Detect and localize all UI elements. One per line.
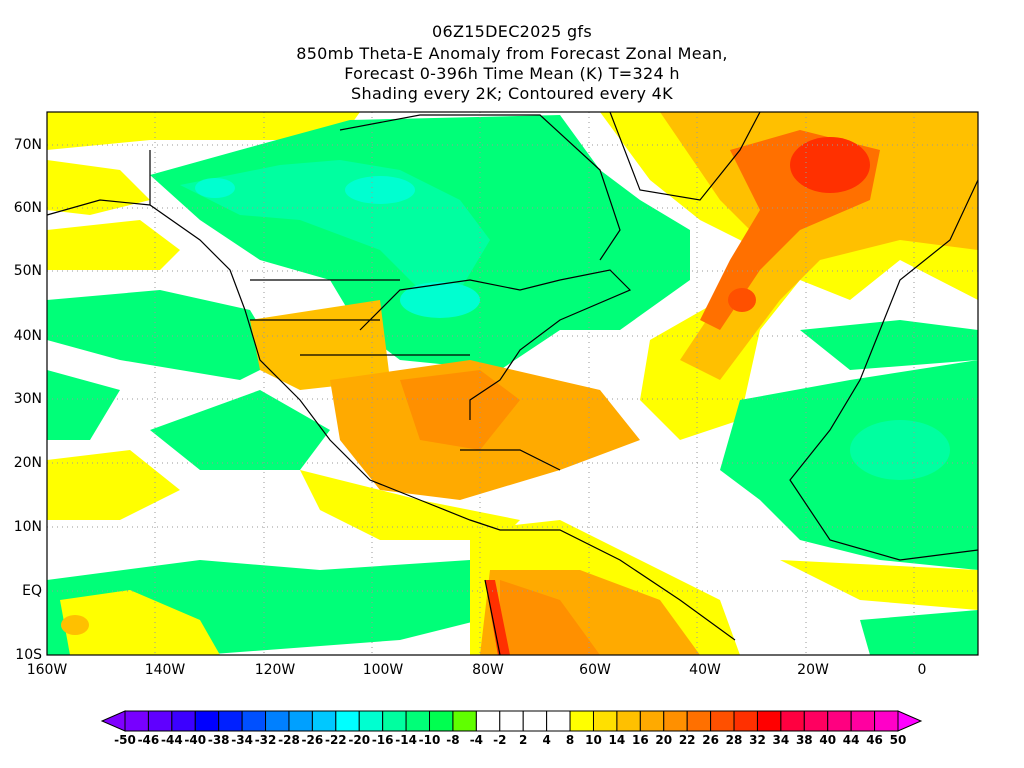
- colorbar-label: -14: [395, 733, 417, 747]
- colorbar-label: -40: [184, 733, 207, 747]
- lon-label: 20W: [797, 662, 829, 678]
- colorbar-swatch: [874, 710, 899, 732]
- colorbar-label: 34: [772, 733, 790, 747]
- colorbar-swatch: [429, 710, 454, 732]
- colorbar-label: -10: [418, 733, 441, 747]
- title-line-4: Shading every 2K; Contoured every 4K: [351, 84, 673, 103]
- colorbar-swatch: [241, 710, 267, 732]
- colorbar: [100, 710, 923, 732]
- lat-label: 10S: [15, 647, 42, 663]
- colorbar-swatch: [194, 710, 220, 732]
- colorbar-swatch: [827, 710, 852, 732]
- colorbar-label: 38: [795, 733, 813, 747]
- colorbar-label: 26: [702, 733, 719, 747]
- plot-frame: [46, 111, 979, 656]
- colorbar-label: -20: [348, 733, 371, 747]
- lat-label: 40N: [13, 328, 42, 344]
- colorbar-label: 8: [565, 733, 575, 747]
- colorbar-label: -38: [207, 733, 230, 747]
- colorbar-label: -44: [161, 733, 183, 747]
- colorbar-swatch: [147, 710, 173, 732]
- colorbar-swatch: [452, 710, 477, 732]
- colorbar-label: -2: [493, 733, 507, 747]
- colorbar-swatch: [522, 710, 548, 732]
- lat-label: 20N: [13, 455, 42, 471]
- colorbar-label: -4: [469, 733, 484, 747]
- colorbar-label: 4: [542, 733, 551, 747]
- lon-label: 100W: [362, 662, 404, 678]
- colorbar-swatch: [335, 710, 360, 732]
- lat-label: 60N: [13, 200, 42, 216]
- colorbar-label: -50: [114, 733, 136, 747]
- colorbar-label: -32: [254, 733, 277, 747]
- lat-label: 70N: [13, 137, 42, 153]
- title-line-3: Forecast 0-396h Time Mean (K) T=324 h: [344, 64, 680, 83]
- coastlines: [46, 111, 979, 656]
- colorbar-swatch: [124, 710, 149, 732]
- colorbar-swatch: [171, 710, 196, 732]
- colorbar-label: -46: [137, 733, 160, 747]
- colorbar-label: -34: [231, 733, 253, 747]
- colorbar-swatch: [546, 710, 571, 732]
- colorbar-swatch: [499, 710, 524, 732]
- colorbar-label: 46: [866, 733, 883, 747]
- lon-label: 80W: [472, 662, 504, 678]
- colorbar-label: -22: [324, 733, 347, 747]
- colorbar-high-arrow: [897, 710, 923, 732]
- lon-label: 120W: [254, 662, 296, 678]
- colorbar-low-arrow: [100, 710, 126, 732]
- colorbar-label: 44: [842, 733, 860, 747]
- shading-field: [47, 112, 978, 655]
- colorbar-swatch: [616, 710, 641, 732]
- lon-label: 140W: [144, 662, 186, 678]
- lon-label: 40W: [689, 662, 721, 678]
- colorbar-swatch: [475, 710, 501, 732]
- colorbar-swatch: [358, 710, 384, 732]
- colorbar-label: 10: [585, 733, 602, 747]
- colorbar-label: -8: [446, 733, 460, 747]
- lon-label: 0: [917, 662, 927, 678]
- colorbar-swatch: [686, 710, 712, 732]
- lat-label: 30N: [13, 391, 42, 407]
- colorbar-swatch: [569, 710, 594, 732]
- title-line-1: 06Z15DEC2025 gfs: [431, 22, 592, 41]
- lon-label: 60W: [579, 662, 611, 678]
- colorbar-label: 50: [889, 733, 907, 747]
- lon-label: 160W: [26, 662, 68, 678]
- colorbar-swatch: [780, 710, 805, 732]
- colorbar-swatch: [288, 710, 313, 732]
- lat-label: 10N: [13, 519, 42, 535]
- lat-label: 50N: [13, 263, 42, 279]
- colorbar-swatch: [663, 710, 688, 732]
- colorbar-label: -28: [278, 733, 300, 747]
- colorbar-label: 14: [608, 733, 626, 747]
- colorbar-swatch: [311, 710, 337, 732]
- lat-label: EQ: [22, 583, 42, 599]
- colorbar-swatch: [218, 710, 243, 732]
- grid-lines: [47, 112, 978, 655]
- colorbar-swatch: [733, 710, 758, 732]
- colorbar-label: 40: [819, 733, 837, 747]
- colorbar-swatch: [639, 710, 665, 732]
- colorbar-swatch: [756, 710, 782, 732]
- colorbar-swatch: [382, 710, 407, 732]
- colorbar-label: 16: [631, 733, 649, 747]
- title-line-2: 850mb Theta-E Anomaly from Forecast Zona…: [296, 44, 728, 63]
- colorbar-label: -26: [301, 733, 324, 747]
- colorbar-swatch: [592, 710, 618, 732]
- colorbar-swatch: [850, 710, 876, 732]
- colorbar-swatch: [405, 710, 431, 732]
- colorbar-label: 32: [749, 733, 766, 747]
- colorbar-label: 22: [678, 733, 696, 747]
- colorbar-label: -16: [371, 733, 394, 747]
- colorbar-label: 28: [725, 733, 743, 747]
- colorbar-swatch: [265, 710, 290, 732]
- colorbar-label: 20: [655, 733, 673, 747]
- colorbar-swatch: [803, 710, 829, 732]
- colorbar-swatch: [710, 710, 735, 732]
- colorbar-label: 2: [519, 733, 528, 747]
